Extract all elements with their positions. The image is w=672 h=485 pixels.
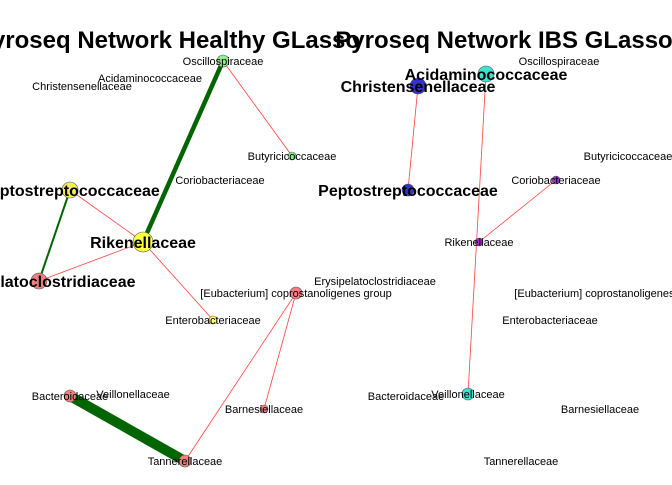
healthy-edge-eubact-tanner: [184, 292, 297, 462]
healthy-node-barnes: [259, 404, 269, 414]
healthy-edge-rikenell-entero: [142, 241, 214, 321]
healthy-label-barnes: Barnesiellaceae: [225, 404, 303, 416]
healthy-node-bactero: [63, 389, 77, 403]
healthy-label-acidamino: Acidaminococcaceae: [98, 73, 202, 85]
healthy-label-erysip: Erysipelatoclostridiaceae: [0, 274, 136, 291]
healthy-node-eubact: [289, 286, 303, 300]
ibs-node-veillon: [461, 387, 475, 401]
ibs-label-corio: Coriobacteriaceae: [511, 175, 600, 187]
healthy-label-veillon: Veillonellaceae: [96, 389, 169, 401]
ibs-edge-christ-peptostrep: [407, 85, 419, 191]
ibs-label-tanner: Tannerellaceae: [484, 456, 559, 468]
ibs-label-acidamino: Acidaminococcaceae: [405, 67, 568, 84]
healthy-node-erysip: [30, 272, 48, 290]
ibs-label-entero: Enterobacteriaceae: [502, 315, 597, 327]
healthy-label-bactero: Bacteroidaceae: [32, 391, 108, 403]
labels-layer: OscillospiraceaeAcidaminococcaceaeChrist…: [0, 56, 672, 468]
ibs-node-christ: [409, 77, 427, 95]
healthy-edge-rikenell-erysip: [38, 241, 144, 282]
healthy-label-eubact: [Eubacterium] coprostanoligenes group: [200, 288, 391, 300]
ibs-panel-title: Pyroseq Network IBS GLasso: [335, 27, 672, 54]
ibs-node-peptostrep: [401, 183, 415, 197]
ibs-node-corio: [551, 175, 561, 185]
healthy-edge-oscillo-butyri: [222, 60, 293, 157]
healthy-node-rikenell: [132, 231, 154, 253]
ibs-label-peptostrep: Peptostreptococcaceae: [318, 183, 498, 200]
healthy-panel-title: Pyroseq Network Healthy GLasso: [0, 27, 360, 54]
ibs-label-butyri: Butyricicoccaceae: [584, 151, 672, 163]
ibs-label-eubact: [Eubacterium] coprostanoligenes group: [514, 288, 672, 300]
healthy-edge-peptostrep-erysip: [38, 189, 71, 282]
ibs-edge-acidamino-veillon: [467, 73, 487, 395]
healthy-label-rikenell: Rikenellaceae: [90, 235, 196, 252]
healthy-edge-peptostrep-rikenell: [69, 189, 144, 243]
healthy-label-corio: Coriobacteriaceae: [175, 175, 264, 187]
edges-layer: [38, 60, 557, 466]
ibs-label-christ: Christensenellaceae: [341, 79, 496, 96]
healthy-label-entero: Enterobacteriaceae: [165, 315, 260, 327]
healthy-label-tanner: Tannerellaceae: [148, 456, 223, 468]
healthy-label-oscillo: Oscillospiraceae: [183, 56, 264, 68]
healthy-label-butyri: Butyricicoccaceae: [248, 151, 337, 163]
healthy-node-oscillo: [216, 54, 230, 68]
ibs-label-erysip: Erysipelatoclostridiaceae: [314, 276, 436, 288]
ibs-label-bactero: Bacteroidaceae: [368, 391, 444, 403]
healthy-node-butyri: [287, 151, 297, 161]
ibs-label-veillon: Veillonellaceae: [431, 389, 504, 401]
nodes-layer: [30, 54, 561, 468]
healthy-edge-oscillo-rikenell: [140, 60, 226, 243]
healthy-node-tanner: [178, 454, 192, 468]
ibs-label-rikenell: Rikenellaceae: [444, 237, 513, 249]
healthy-edge-eubact-barnes: [263, 292, 297, 410]
ibs-node-rikenell: [474, 237, 484, 247]
healthy-edge-bactero-tanner: [67, 391, 188, 466]
healthy-label-peptostrep: Peptostreptococcaceae: [0, 183, 160, 200]
ibs-label-oscillo: Oscillospiraceae: [519, 56, 600, 68]
healthy-node-peptostrep: [61, 181, 79, 199]
healthy-node-entero: [208, 315, 218, 325]
ibs-node-acidamino: [477, 65, 495, 83]
ibs-edge-corio-rikenell: [478, 179, 557, 243]
healthy-label-christ: Christensenellaceae: [32, 81, 132, 93]
ibs-label-barnes: Barnesiellaceae: [561, 404, 639, 416]
